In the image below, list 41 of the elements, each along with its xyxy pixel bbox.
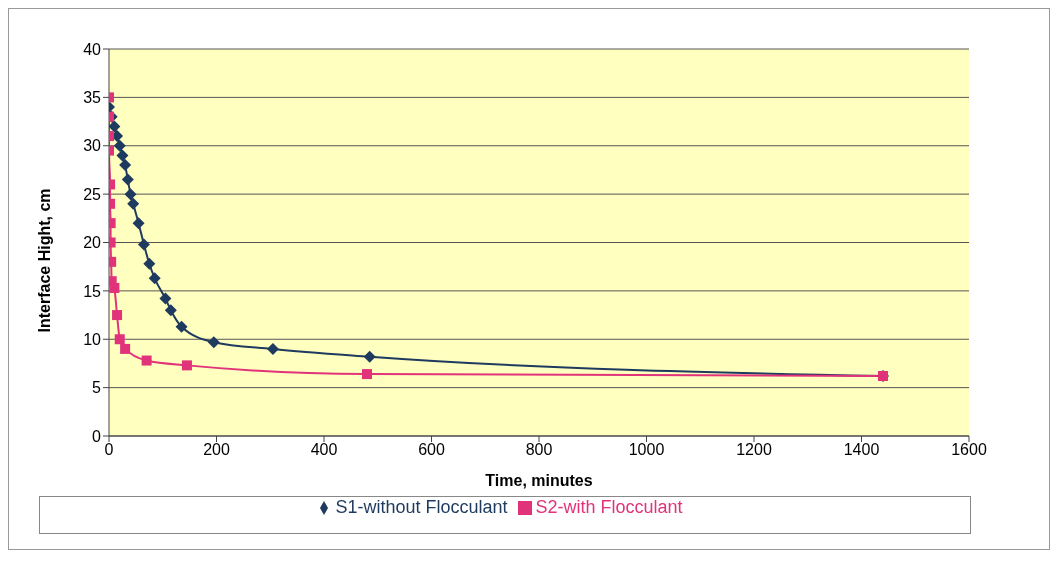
x-tick-label: 1200 (736, 441, 772, 459)
x-tick-label: 1600 (951, 441, 987, 459)
point (266, 342, 279, 355)
y-axis-title: Interface Hight, cm (35, 188, 53, 333)
point (119, 159, 132, 172)
point (148, 272, 161, 285)
y-tick-label: 30 (83, 137, 102, 155)
legend-label: S1-without Flocculant (335, 497, 508, 517)
point (132, 217, 145, 230)
y-tick-label: 35 (83, 89, 102, 107)
point (127, 197, 140, 210)
x-tick-label: 1000 (628, 441, 665, 459)
x-tick-label: 0 (104, 441, 114, 459)
point (137, 238, 150, 251)
x-tick-label: 600 (418, 441, 445, 459)
point (143, 257, 156, 270)
y-tick-label: 0 (92, 427, 102, 445)
y-tick-label: 15 (83, 282, 102, 300)
x-tick-label: 400 (310, 441, 338, 459)
point (207, 336, 220, 349)
point (175, 320, 188, 333)
point (362, 369, 372, 380)
point (159, 292, 172, 305)
x-tick-label: 800 (525, 441, 553, 459)
point (113, 139, 126, 152)
point (164, 304, 177, 317)
y-tick-label: 40 (83, 40, 102, 58)
point (124, 188, 137, 201)
point (121, 173, 134, 186)
y-tick-label: 20 (83, 234, 102, 252)
point (363, 350, 376, 363)
x-tick-label: 200 (203, 441, 230, 459)
y-tick-label: 10 (83, 330, 102, 348)
point (116, 149, 129, 162)
legend-label: S2-with Flocculant (535, 497, 683, 517)
x-tick-label: 1400 (843, 441, 880, 459)
point (109, 256, 117, 267)
point (109, 120, 121, 133)
y-tick-label: 5 (92, 379, 102, 397)
x-axis-title: Time, minutes (485, 472, 593, 489)
y-tick-label: 25 (83, 185, 102, 203)
